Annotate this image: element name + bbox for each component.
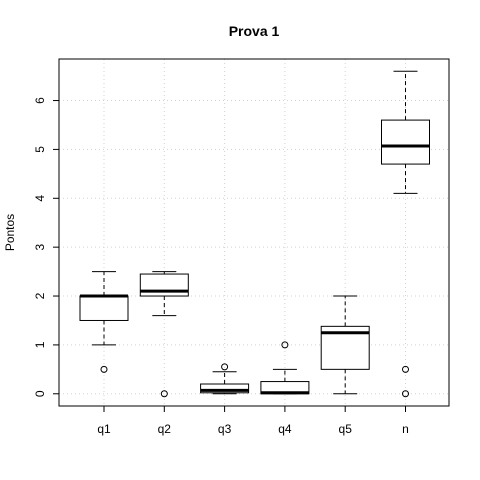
y-tick-label: 1 bbox=[33, 341, 47, 348]
outlier-point bbox=[402, 390, 409, 398]
y-tick-label: 2 bbox=[33, 292, 47, 299]
outlier-point bbox=[100, 365, 108, 373]
grid-lines bbox=[59, 59, 449, 406]
chart-title: Prova 1 bbox=[229, 23, 280, 39]
x-tick-label: q3 bbox=[218, 422, 232, 436]
box-q3 bbox=[200, 363, 250, 395]
box-q1 bbox=[79, 271, 129, 373]
box-iqr bbox=[79, 295, 129, 321]
outlier-point bbox=[221, 363, 229, 371]
x-tick-label: q2 bbox=[158, 422, 172, 436]
box-iqr bbox=[381, 119, 430, 165]
x-tick-label: q4 bbox=[278, 422, 292, 436]
box-q4 bbox=[260, 341, 310, 395]
y-axis: 0 1 2 3 4 5 6 bbox=[33, 97, 59, 397]
box-n bbox=[381, 70, 430, 398]
y-tick-label: 5 bbox=[33, 146, 47, 153]
x-axis: q1 q2 q3 q4 q5 n bbox=[97, 406, 409, 436]
y-tick-label: 4 bbox=[33, 195, 47, 202]
x-tick-label: n bbox=[402, 422, 409, 436]
x-tick-label: q5 bbox=[339, 422, 353, 436]
outlier-point bbox=[160, 390, 168, 398]
box-q2 bbox=[139, 271, 189, 398]
box-q5 bbox=[320, 295, 370, 395]
box-iqr bbox=[200, 383, 250, 394]
box-series bbox=[79, 70, 430, 398]
y-tick-label: 0 bbox=[33, 390, 47, 397]
box-iqr bbox=[139, 273, 189, 297]
outlier-point bbox=[281, 341, 289, 349]
y-tick-label: 3 bbox=[33, 244, 47, 251]
plot-frame bbox=[58, 58, 450, 407]
x-tick-label: q1 bbox=[97, 422, 111, 436]
y-axis-label: Pontos bbox=[3, 214, 17, 251]
y-tick-label: 6 bbox=[33, 97, 47, 104]
outlier-point bbox=[402, 365, 409, 373]
